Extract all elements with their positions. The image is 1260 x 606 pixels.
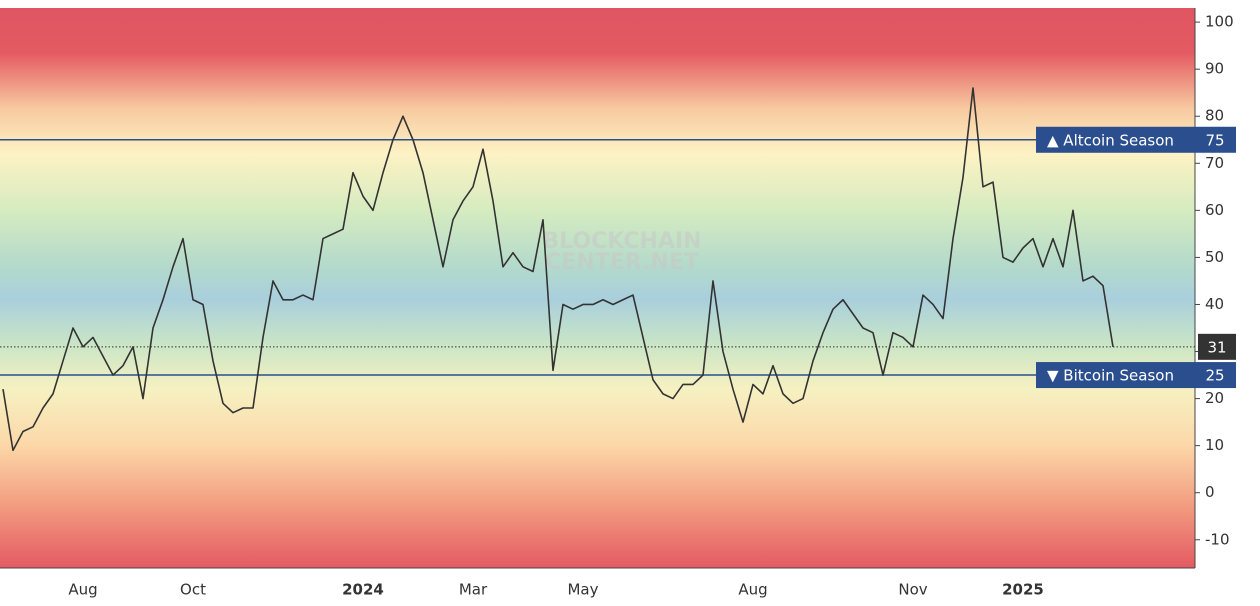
x-tick-label: Aug (738, 581, 767, 599)
y-tick-label: 100 (1205, 13, 1234, 31)
current-value-label: 31 (1207, 338, 1226, 356)
watermark: BLOCKCHAIN (542, 229, 701, 254)
x-tick-label: May (567, 581, 598, 599)
y-tick-label: 60 (1205, 201, 1224, 219)
y-tick-label: 40 (1205, 295, 1224, 313)
reference-value: 75 (1205, 131, 1224, 149)
x-tick-label: 2025 (1002, 581, 1044, 599)
plot-background (0, 8, 1195, 568)
y-tick-label: 0 (1205, 483, 1215, 501)
y-tick-label: 20 (1205, 389, 1224, 407)
y-tick-label: 70 (1205, 154, 1224, 172)
reference-badge (1036, 126, 1236, 153)
y-tick-label: 10 (1205, 436, 1224, 454)
y-tick-label: -10 (1205, 530, 1230, 548)
x-tick-label: 2024 (342, 581, 384, 599)
x-tick-label: Mar (459, 581, 488, 599)
x-tick-label: Aug (68, 581, 97, 599)
watermark: CENTER.NET (545, 250, 699, 275)
y-tick-label: 80 (1205, 107, 1224, 125)
reference-label: ▲ Altcoin Season (1047, 131, 1174, 149)
y-tick-label: 50 (1205, 248, 1224, 266)
reference-badge (1036, 362, 1236, 389)
reference-value: 25 (1205, 367, 1224, 385)
reference-label: ▼ Bitcoin Season (1047, 367, 1174, 385)
current-value-badge (1198, 333, 1236, 360)
y-tick-label: 90 (1205, 60, 1224, 78)
x-tick-label: Nov (898, 581, 927, 599)
series-line (2, 87, 1114, 452)
x-tick-label: Oct (180, 581, 206, 599)
